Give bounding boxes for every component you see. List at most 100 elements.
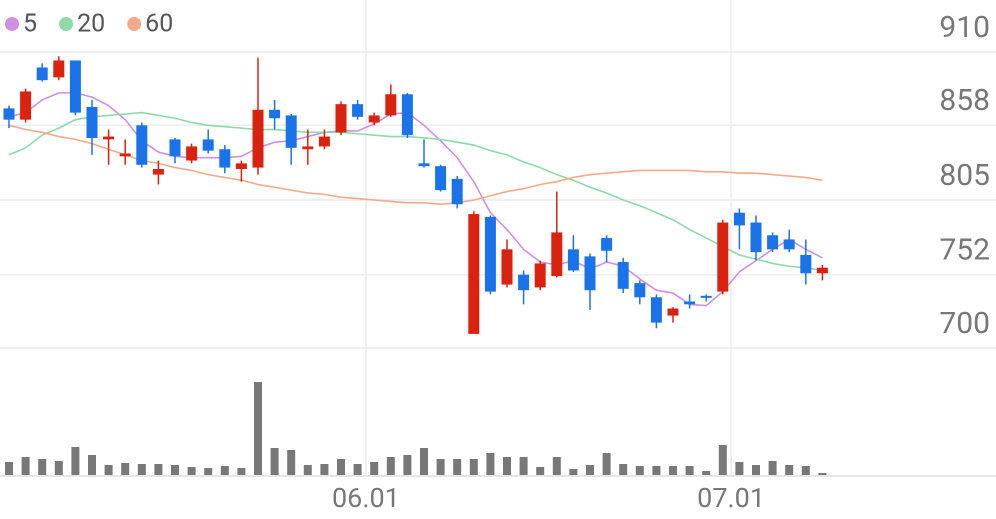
legend-marker [127,17,142,31]
legend-label: 60 [145,10,173,39]
y-tick-label: 752 [939,233,990,268]
candle-body [468,214,480,334]
volume-bar [171,465,179,475]
volume-bar [104,465,113,475]
candle-body [252,109,264,168]
volume-bar [552,457,561,475]
volume-bar [536,467,545,475]
volume-bar [403,455,412,475]
candle-body [484,216,496,292]
candle-body [285,115,297,148]
x-tick-label: 06.01 [332,482,400,514]
candle-body [567,249,579,271]
candle-body [169,139,181,157]
candle-body [601,238,613,251]
candle-body [352,104,364,117]
volume-bar [453,459,462,475]
volume-bar [685,466,694,475]
volume-bar [54,461,63,475]
legend-label: 20 [77,10,105,39]
volume-bar [519,457,528,475]
ma-line [8,111,823,272]
volume-bar [137,464,146,475]
volume-bar [569,469,578,475]
legend-marker [5,17,19,31]
volume-bar [735,462,744,475]
candle-body [302,146,314,150]
candle-body [700,295,712,298]
candle-body [551,232,563,277]
y-tick-label: 805 [939,158,990,193]
candle-body [617,262,629,289]
volume-bar [469,459,478,475]
candle-body [219,149,231,168]
volume-bar [220,466,229,475]
candle-body [401,94,413,136]
candle-body [534,263,546,288]
candle-body [119,153,131,157]
volume-bar [154,464,163,475]
volume-bar [88,455,96,475]
candle-body [136,125,148,165]
legend-label: 5 [23,10,37,39]
legend-marker [59,17,74,31]
volume-bar [752,465,760,475]
candle-body [717,222,729,292]
volume-bar [303,465,312,475]
volume-bar [602,453,611,475]
candle-body [152,168,164,175]
volume-bar [718,445,727,475]
candle-body [202,139,214,151]
volume-bar [652,466,661,475]
volume-bar [436,459,445,475]
candle-body [318,136,330,147]
candle-body [3,108,15,120]
candle-body [684,301,696,305]
candle-body [368,115,380,123]
candle-body [816,267,828,274]
volume-bar [386,457,395,475]
volume-bar [320,464,329,475]
volume-bar [801,466,810,475]
candle-body [650,297,662,323]
volume-bar [71,447,80,475]
volume-bar [237,468,246,475]
volume-bar [420,448,428,475]
y-tick-label: 858 [939,83,990,118]
candle-body [186,146,198,161]
candle-body [634,283,646,298]
volume-bar [121,463,130,475]
candle-body [435,166,447,191]
candle-body [750,222,762,253]
candle-body [800,254,812,274]
candle-body [235,163,247,169]
volume-bar [669,466,677,475]
volume-bar [204,468,213,475]
candle-body [69,60,81,113]
volume-bar [635,466,644,475]
volume-bar [270,448,279,475]
candle-body [86,106,98,138]
candle-body [518,274,530,291]
x-tick-label: 07.01 [697,482,765,514]
candle-body [584,256,596,291]
volume-bar [370,462,379,475]
volume-bar [353,464,362,475]
candle-body [733,212,745,226]
volume-bar [21,457,30,475]
candle-body [20,91,32,120]
volume-bar [486,453,495,475]
volume-bar [287,450,296,475]
candle-body [767,235,779,250]
volume-bar [254,382,262,475]
volume-bar [5,462,13,475]
volume-bar [337,459,345,475]
volume-bar [38,459,47,475]
candle-body [418,163,430,167]
candle-body [53,60,65,78]
candle-body [385,94,397,116]
volume-bar [187,467,196,475]
volume-bar [818,473,827,475]
volume-bar [619,464,628,475]
